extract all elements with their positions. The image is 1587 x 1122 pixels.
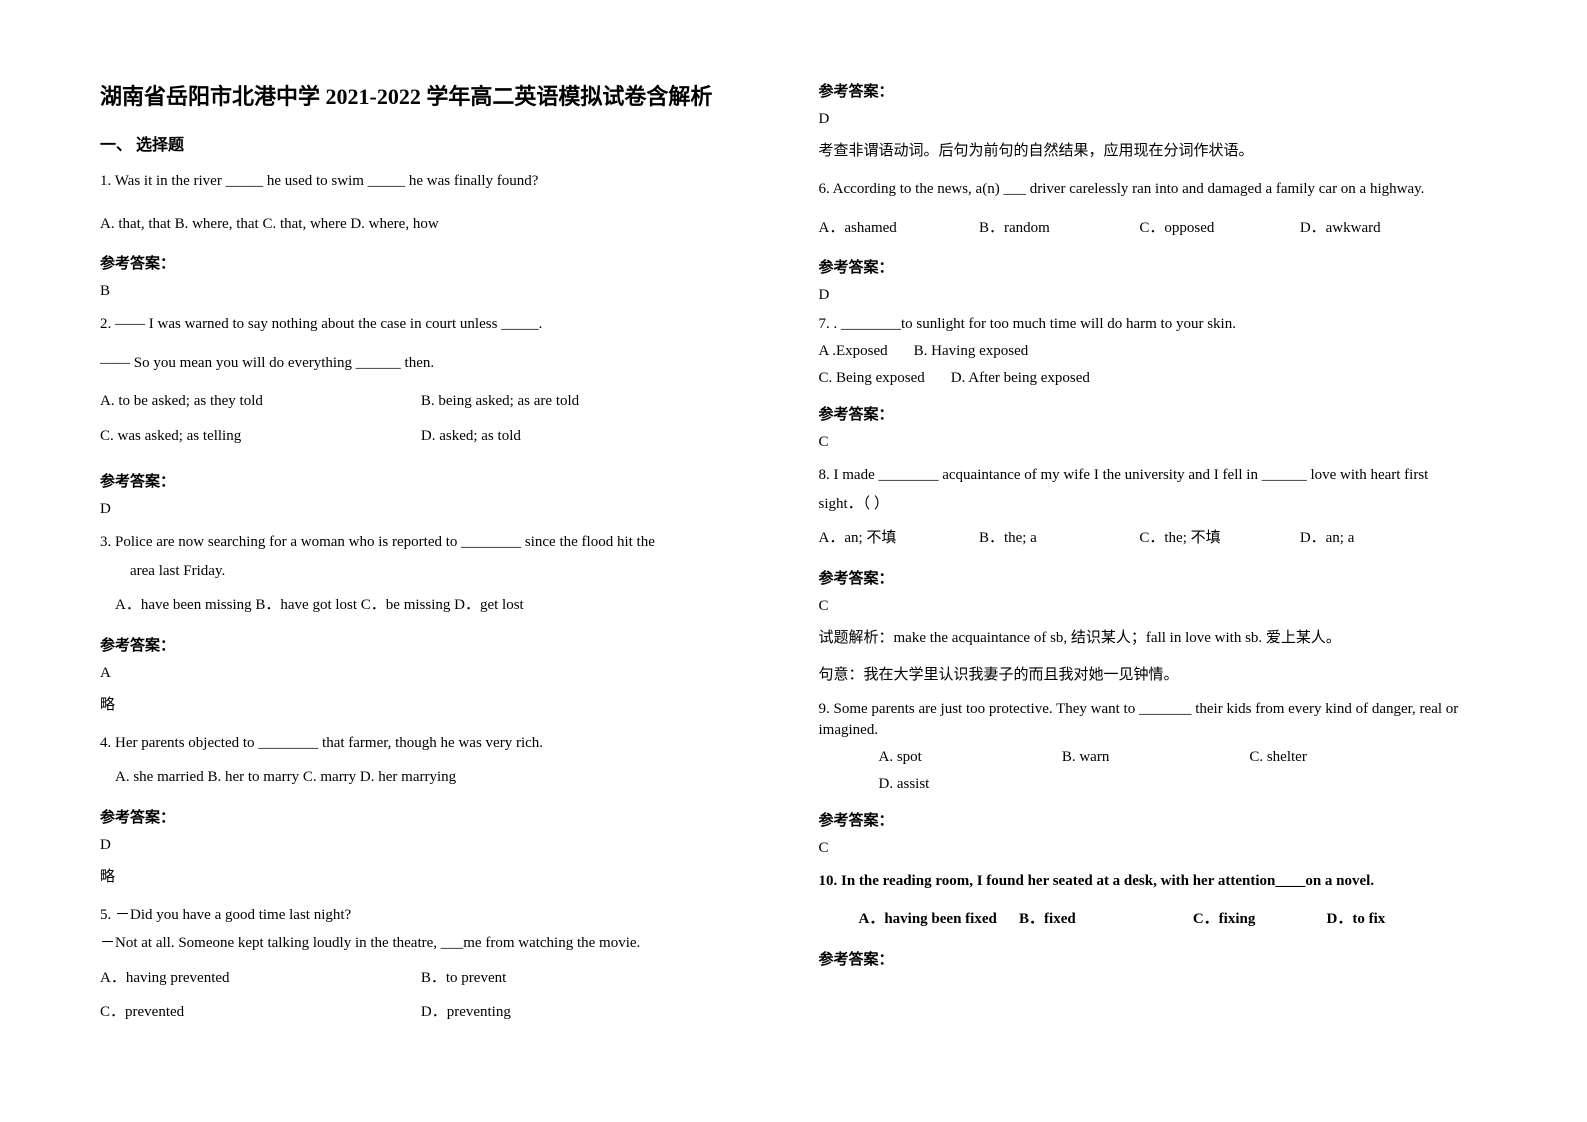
- question-4: 4. Her parents objected to ________ that…: [100, 729, 769, 792]
- q8-explain-1: 试题解析：make the acquaintance of sb, 结识某人；f…: [819, 625, 1488, 652]
- q3-answer: A: [100, 665, 769, 682]
- q7-opt-b: B. Having exposed: [914, 341, 1029, 362]
- q5-stem-1: 5. －Did you have a good time last night?: [100, 901, 769, 930]
- q3-omit: 略: [100, 692, 769, 719]
- q10-opt-b: B．fixed: [1019, 905, 1193, 934]
- q7-stem: 7. . ________to sunlight for too much ti…: [819, 314, 1488, 335]
- q6-stem: 6. According to the news, a(n) ___ drive…: [819, 175, 1488, 204]
- answer-label: 参考答案：: [819, 80, 1488, 101]
- q8-explain-2: 句意：我在大学里认识我妻子的而且我对她一见钟情。: [819, 662, 1488, 689]
- answer-label: 参考答案：: [819, 948, 1488, 969]
- q9-opt-b: B. warn: [1062, 747, 1110, 768]
- q8-opt-d: D．an; a: [1300, 524, 1460, 553]
- q2-answer: D: [100, 501, 769, 518]
- q1-stem: 1. Was it in the river _____ he used to …: [100, 167, 769, 196]
- q4-stem: 4. Her parents objected to ________ that…: [100, 729, 769, 758]
- q5-stem-2: －Not at all. Someone kept talking loudly…: [100, 929, 769, 958]
- question-10: 10. In the reading room, I found her sea…: [819, 867, 1488, 934]
- q9-opt-a: A. spot: [879, 747, 922, 768]
- q8-opt-a: A．an; 不填: [819, 524, 979, 553]
- question-8: 8. I made ________ acquaintance of my wi…: [819, 461, 1488, 553]
- q9-opt-d: D. assist: [879, 774, 930, 795]
- question-5: 5. －Did you have a good time last night?…: [100, 901, 769, 1033]
- q8-stem-2: sight．（ ）: [819, 490, 1488, 519]
- answer-label: 参考答案：: [819, 567, 1488, 588]
- q4-options: A. she married B. her to marry C. marry …: [100, 763, 769, 792]
- q5-opt-a: A．having prevented: [100, 964, 421, 993]
- q5-opt-c: C．prevented: [100, 998, 421, 1027]
- q9-opt-c: C. shelter: [1249, 747, 1307, 768]
- q5-answer: D: [819, 111, 1488, 128]
- question-7: 7. . ________to sunlight for too much ti…: [819, 314, 1488, 389]
- q8-answer: C: [819, 598, 1488, 615]
- q6-answer: D: [819, 287, 1488, 304]
- q3-stem-1: 3. Police are now searching for a woman …: [100, 528, 769, 557]
- q2-stem-2: —— So you mean you will do everything __…: [100, 349, 769, 378]
- answer-label: 参考答案：: [819, 403, 1488, 424]
- q1-answer: B: [100, 283, 769, 300]
- q5-explain: 考查非谓语动词。后句为前句的自然结果，应用现在分词作状语。: [819, 138, 1488, 165]
- q8-stem-1: 8. I made ________ acquaintance of my wi…: [819, 461, 1488, 490]
- q3-stem-2: area last Friday.: [100, 557, 769, 586]
- section-heading: 一、 选择题: [100, 131, 769, 155]
- q8-opt-c: C．the; 不填: [1139, 524, 1299, 553]
- q6-opt-d: D．awkward: [1300, 214, 1460, 243]
- q4-omit: 略: [100, 864, 769, 891]
- q2-opt-a: A. to be asked; as they told: [100, 387, 421, 416]
- document-title: 湖南省岳阳市北港中学 2021-2022 学年高二英语模拟试卷含解析: [100, 80, 769, 113]
- q10-stem: 10. In the reading room, I found her sea…: [819, 867, 1488, 896]
- question-3: 3. Police are now searching for a woman …: [100, 528, 769, 620]
- answer-label: 参考答案：: [100, 634, 769, 655]
- answer-label: 参考答案：: [100, 470, 769, 491]
- question-1: 1. Was it in the river _____ he used to …: [100, 167, 769, 238]
- q5-opt-b: B．to prevent: [421, 964, 742, 993]
- q6-opt-c: C．opposed: [1139, 214, 1299, 243]
- q1-options: A. that, that B. where, that C. that, wh…: [100, 210, 769, 239]
- q5-opt-d: D．preventing: [421, 998, 742, 1027]
- q2-opt-c: C. was asked; as telling: [100, 422, 421, 451]
- q8-opt-b: B．the; a: [979, 524, 1139, 553]
- q2-stem-1: 2. —— I was warned to say nothing about …: [100, 310, 769, 339]
- q10-opt-d: D．to fix: [1327, 905, 1461, 934]
- q2-opt-b: B. being asked; as are told: [421, 387, 742, 416]
- q7-opt-c: C. Being exposed: [819, 368, 925, 389]
- q7-answer: C: [819, 434, 1488, 451]
- answer-label: 参考答案：: [100, 252, 769, 273]
- q10-opt-c: C．fixing: [1193, 905, 1327, 934]
- q4-answer: D: [100, 837, 769, 854]
- q7-opt-a: A .Exposed: [819, 341, 888, 362]
- q6-opt-b: B．random: [979, 214, 1139, 243]
- answer-label: 参考答案：: [819, 809, 1488, 830]
- q10-opt-a: A．having been fixed: [819, 905, 1020, 934]
- question-2: 2. —— I was warned to say nothing about …: [100, 310, 769, 456]
- question-9: 9. Some parents are just too protective.…: [819, 699, 1488, 795]
- q7-opt-d: D. After being exposed: [951, 368, 1090, 389]
- question-6: 6. According to the news, a(n) ___ drive…: [819, 175, 1488, 242]
- answer-label: 参考答案：: [819, 256, 1488, 277]
- q9-stem: 9. Some parents are just too protective.…: [819, 699, 1488, 741]
- q3-options: A．have been missing B．have got lost C．be…: [100, 591, 769, 620]
- q6-opt-a: A．ashamed: [819, 214, 979, 243]
- answer-label: 参考答案：: [100, 806, 769, 827]
- q2-opt-d: D. asked; as told: [421, 422, 742, 451]
- q9-answer: C: [819, 840, 1488, 857]
